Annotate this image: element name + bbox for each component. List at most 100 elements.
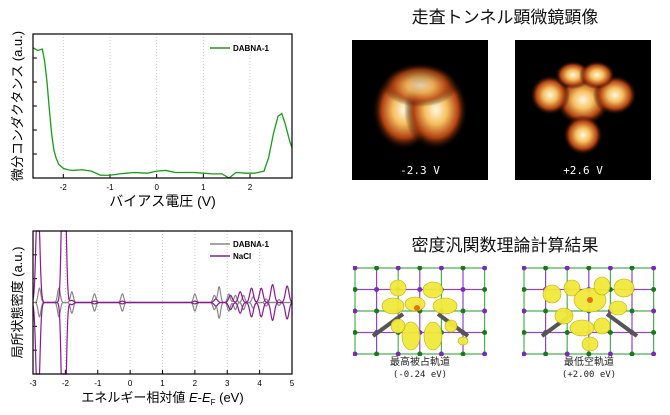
lattice-atom [417,351,423,356]
lattice-atom [543,351,549,356]
lattice-atom [607,266,613,271]
molecule-arm [605,312,639,338]
orbital-lobe [563,279,581,297]
lattice-atom [564,330,570,335]
lattice-atom [460,287,466,292]
lattice-atom [586,266,592,271]
x-tick-label: 0 [154,183,159,192]
orbital-name: 最低空軌道 [564,357,614,368]
lattice-atom [460,308,466,314]
orbital-lobe [422,281,444,299]
lattice-atom [651,308,656,314]
plot-frame [32,230,293,375]
lattice-atom [353,351,358,356]
x-tick-label: -2 [60,183,68,192]
lattice-atom [482,287,487,292]
orbital-lobe [381,297,405,315]
x-tick-label: 1 [201,183,206,192]
chart-didv: -2 -1 0 1 2 微分コンダクタンス (a.u.) バイアス電圧 (V) DABNA-1 [10,31,293,209]
lattice-atom [522,266,527,271]
x-axis-label: バイアス電圧 (V) [109,193,216,209]
lattice-atom [543,266,549,271]
x-tick-label: 4 [257,379,262,388]
orbital-lobe [389,279,407,297]
lattice-atom [374,287,380,292]
orbital-lobe [444,319,458,333]
x-tick-label: 2 [193,379,198,388]
x-tick-label: -2 [62,379,70,388]
lattice-atom [374,351,380,356]
orbital-lobe [423,321,443,351]
boron-atom [414,305,420,311]
lattice-atom [482,330,487,335]
charts: -2 -1 0 1 2 微分コンダクタンス (a.u.) バイアス電圧 (V) DABNA-1… [10,31,295,407]
dft-title: 密度汎関数理論計算結果 [411,236,599,256]
y-axis-label: 局所状態密度 (a.u.) [10,247,25,359]
orbital-lobe [593,317,611,335]
lattice-atom [586,351,592,356]
orbital-lobe [569,319,595,337]
x-tick-label: -1 [106,183,114,192]
legend-label: NaCl [233,252,251,261]
lattice-atom [543,308,549,314]
stm-title: 走査トンネル顕微鏡顕像 [411,8,599,28]
x-tick-label: -3 [29,379,37,388]
lattice-atom [522,287,527,292]
homo-caption: 最高被占軌道 (-0.24 eV) [350,356,490,382]
orbital-lobe [457,336,469,346]
lattice-atom [353,308,358,314]
x-tick-label: 3 [225,379,230,388]
series-line-dabna [32,47,293,179]
y-axis-label: 微分コンダクタンス (a.u.) [10,31,25,181]
lattice-atom [353,266,358,271]
lattice-atom [607,351,613,356]
lattice-atom [460,351,466,356]
stm-image-positive: +2.6 V [515,40,651,180]
molecule-arm [371,312,405,338]
orbital-energy: (-0.24 eV) [392,370,448,380]
lattice-atom [417,266,423,271]
x-tick-label: 1 [160,379,165,388]
lattice-atom [651,287,656,292]
lattice-atom [651,351,656,356]
chart-ldos: -3 -2 -1 0 1 2 3 4 5 局所状態密度 (a.u.) エネルギー相対値 E-EF (… [10,230,295,407]
dft-lumo-image [522,266,656,356]
stm-label: +2.6 V [563,164,603,177]
lattice-atom [353,330,358,335]
orbital-lobe [390,318,406,334]
orbital-energy: (+2.00 eV) [561,370,617,380]
lumo-caption: 最低空軌道 (+2.00 eV) [519,356,659,382]
plot-frame [32,33,293,179]
orbital-lobe [581,336,599,352]
lattice-atom [564,351,570,356]
orbital-lobe [608,300,628,316]
orbital-lobe [404,296,426,312]
lattice-atom [522,351,527,356]
orbital-lobe [542,284,562,304]
lattice-atom [651,266,656,271]
boron-atom [587,297,593,303]
lattice-atom [374,266,380,271]
series-line-nacl [32,301,293,375]
orbital-lobe [401,321,421,351]
orbital-lobe [593,276,611,296]
orbital-lobe [554,307,574,325]
lattice-atom [438,351,444,356]
lattice-atom [482,308,487,314]
lattice-atom [438,266,444,271]
x-tick-label: -1 [94,379,102,388]
orbital-lobe [432,297,458,315]
lattice-atom [607,330,613,335]
lattice-atom [629,266,635,271]
lattice-atom [460,266,466,271]
lattice-atom [564,266,570,271]
stm-image-negative: -2.3 V [352,40,488,180]
lattice-atom [522,308,527,314]
legend-label: DABNA-1 [233,44,270,53]
lattice-atom [353,287,358,292]
lattice-atom [395,266,401,271]
dft-homo-image [353,266,487,356]
lattice-atom [629,308,635,314]
lattice-atom [395,351,401,356]
x-tick-label: 5 [290,379,295,388]
